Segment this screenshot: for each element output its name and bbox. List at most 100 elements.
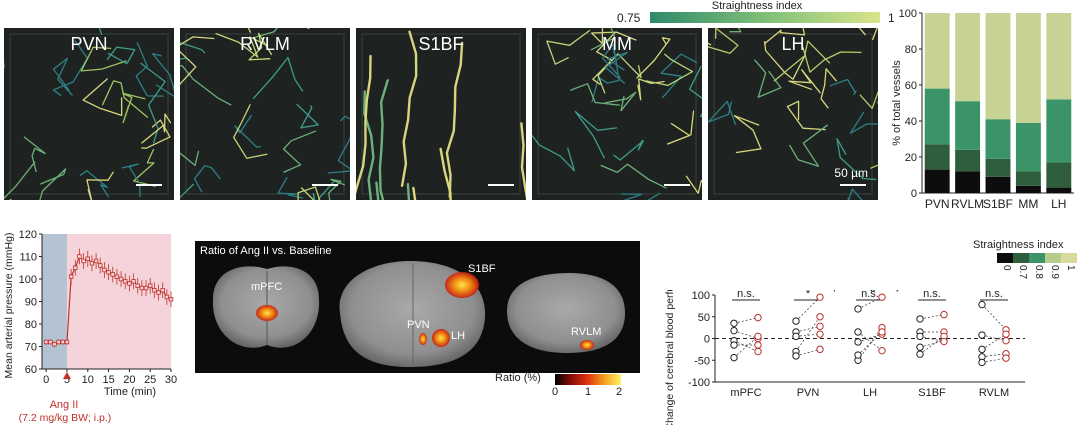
colorbar-swatch [1013, 253, 1029, 263]
mri-title: Ratio of Ang II vs. Baseline [200, 245, 332, 257]
panel-label: MM [602, 34, 632, 54]
vessel-segment [121, 163, 141, 198]
pair-line [981, 353, 1007, 358]
ratio-tick: 2 [616, 386, 623, 398]
y-tick-label: 40 [905, 116, 917, 128]
vessel-segment [193, 165, 221, 193]
vessel-segment [570, 83, 621, 106]
ratio-colorbar: Ratio (%) 0 1 2 [495, 371, 635, 401]
stack-bar-segment [1046, 187, 1072, 193]
pair-line [981, 333, 1007, 350]
y-tick-label: 110 [19, 252, 37, 264]
y-tick-label: 80 [25, 319, 37, 331]
post-ang-point [878, 328, 886, 336]
panel-label: RVLM [240, 34, 290, 54]
pair-line [795, 325, 821, 333]
vessel-segment [764, 40, 807, 80]
stack-bar-segment [955, 13, 981, 102]
vessel-segment [773, 40, 831, 82]
baseline-point [730, 341, 738, 349]
scale-bar [136, 184, 162, 186]
colorbar-min-label: 0.75 [617, 11, 641, 25]
hotspot-pvn [419, 333, 427, 345]
vessel-segment [829, 78, 857, 96]
y-axis-label: Mean arterial pressure (mmHg) [3, 233, 15, 379]
vessel-segment [82, 78, 123, 117]
hotspot-s1bf [445, 272, 479, 298]
vessel-segment [733, 115, 762, 154]
vessel-segment [247, 28, 252, 33]
vessel-segment [151, 53, 174, 97]
vessel-segment [297, 186, 321, 200]
baseline-point [792, 317, 800, 325]
x-tick-label: PVN [797, 387, 820, 399]
vessel-segment [636, 37, 671, 79]
baseline-shade [42, 234, 67, 369]
data-point [81, 258, 86, 264]
vessel-segment [122, 92, 146, 124]
vessel-segment [600, 163, 667, 189]
post-ang-point [816, 293, 824, 301]
pair-line [919, 335, 945, 342]
stack-bar-segment [1015, 185, 1041, 193]
vessel-segment [234, 114, 262, 148]
post-ang-point [816, 345, 824, 354]
stack-bar-segment [924, 88, 950, 145]
x-tick-label: PVN [925, 197, 950, 211]
y-tick-label: 60 [25, 364, 37, 376]
vessel-segment [660, 53, 698, 99]
vessel-segment [520, 122, 526, 200]
vessel-segment [604, 91, 637, 112]
x-tick-label: LH [863, 387, 877, 399]
vessel-segment [789, 124, 828, 167]
post-ang-point [816, 322, 824, 331]
ratio-gradient [555, 374, 621, 385]
pair-line [795, 333, 821, 337]
legend-label: 20 min post Ang II injection [797, 290, 928, 292]
vessel-panel-mm: MM [532, 28, 702, 200]
vessel-segment [52, 57, 73, 96]
data-point [127, 281, 132, 286]
map-line-chart: 60 70 80 90 100 110 120 0 5 10 15 20 25 30 Time (min) M… [3, 229, 177, 424]
straightness-colorbar-right: Straightness index 0 0.7 0.8 0.9 1 [955, 238, 1080, 288]
pair-line [733, 336, 759, 358]
vessel-segment [180, 150, 200, 167]
ratio-title: Ratio (%) [495, 372, 541, 384]
vessel-panel-lh: LH 50 µm [708, 28, 878, 200]
vessel-segment [439, 147, 452, 200]
stack-bar-segment [955, 171, 981, 193]
ratio-tick: 1 [585, 386, 592, 398]
vessel-segment [689, 66, 702, 118]
vessel-segment [140, 62, 166, 144]
vessel-segment [180, 183, 195, 199]
baseline-point [854, 305, 862, 313]
post-ang-point [816, 313, 824, 321]
panel-frame [537, 33, 697, 195]
vessel-segment [406, 182, 411, 200]
x-tick-label: 20 [123, 374, 135, 386]
legend-label: Baseline [737, 290, 779, 292]
vessel-segment [620, 192, 661, 200]
data-point [43, 339, 49, 345]
stack-bar-segment [924, 169, 950, 193]
stack-bar-segment [1046, 162, 1072, 188]
scale-bar [840, 184, 866, 186]
post-ang-point [1002, 336, 1010, 345]
vessel-segment [356, 54, 372, 195]
stack-bar-segment [985, 176, 1011, 193]
pair-line [733, 340, 759, 352]
data-point [48, 339, 53, 345]
region-label-s1bf: S1BF [468, 263, 496, 275]
colorbar-max-label: 1 [888, 11, 895, 25]
vessel-segment [141, 119, 171, 149]
vessel-segment [180, 65, 232, 106]
post-ang-point [754, 313, 762, 322]
vessel-segment [79, 170, 110, 198]
data-point [152, 288, 157, 293]
baseline-point [792, 352, 800, 360]
x-tick-label: 10 [82, 374, 94, 386]
baseline-point [792, 332, 800, 341]
vessel-segment [645, 53, 694, 87]
vessel-segment [708, 28, 739, 54]
baseline-point [916, 332, 924, 341]
